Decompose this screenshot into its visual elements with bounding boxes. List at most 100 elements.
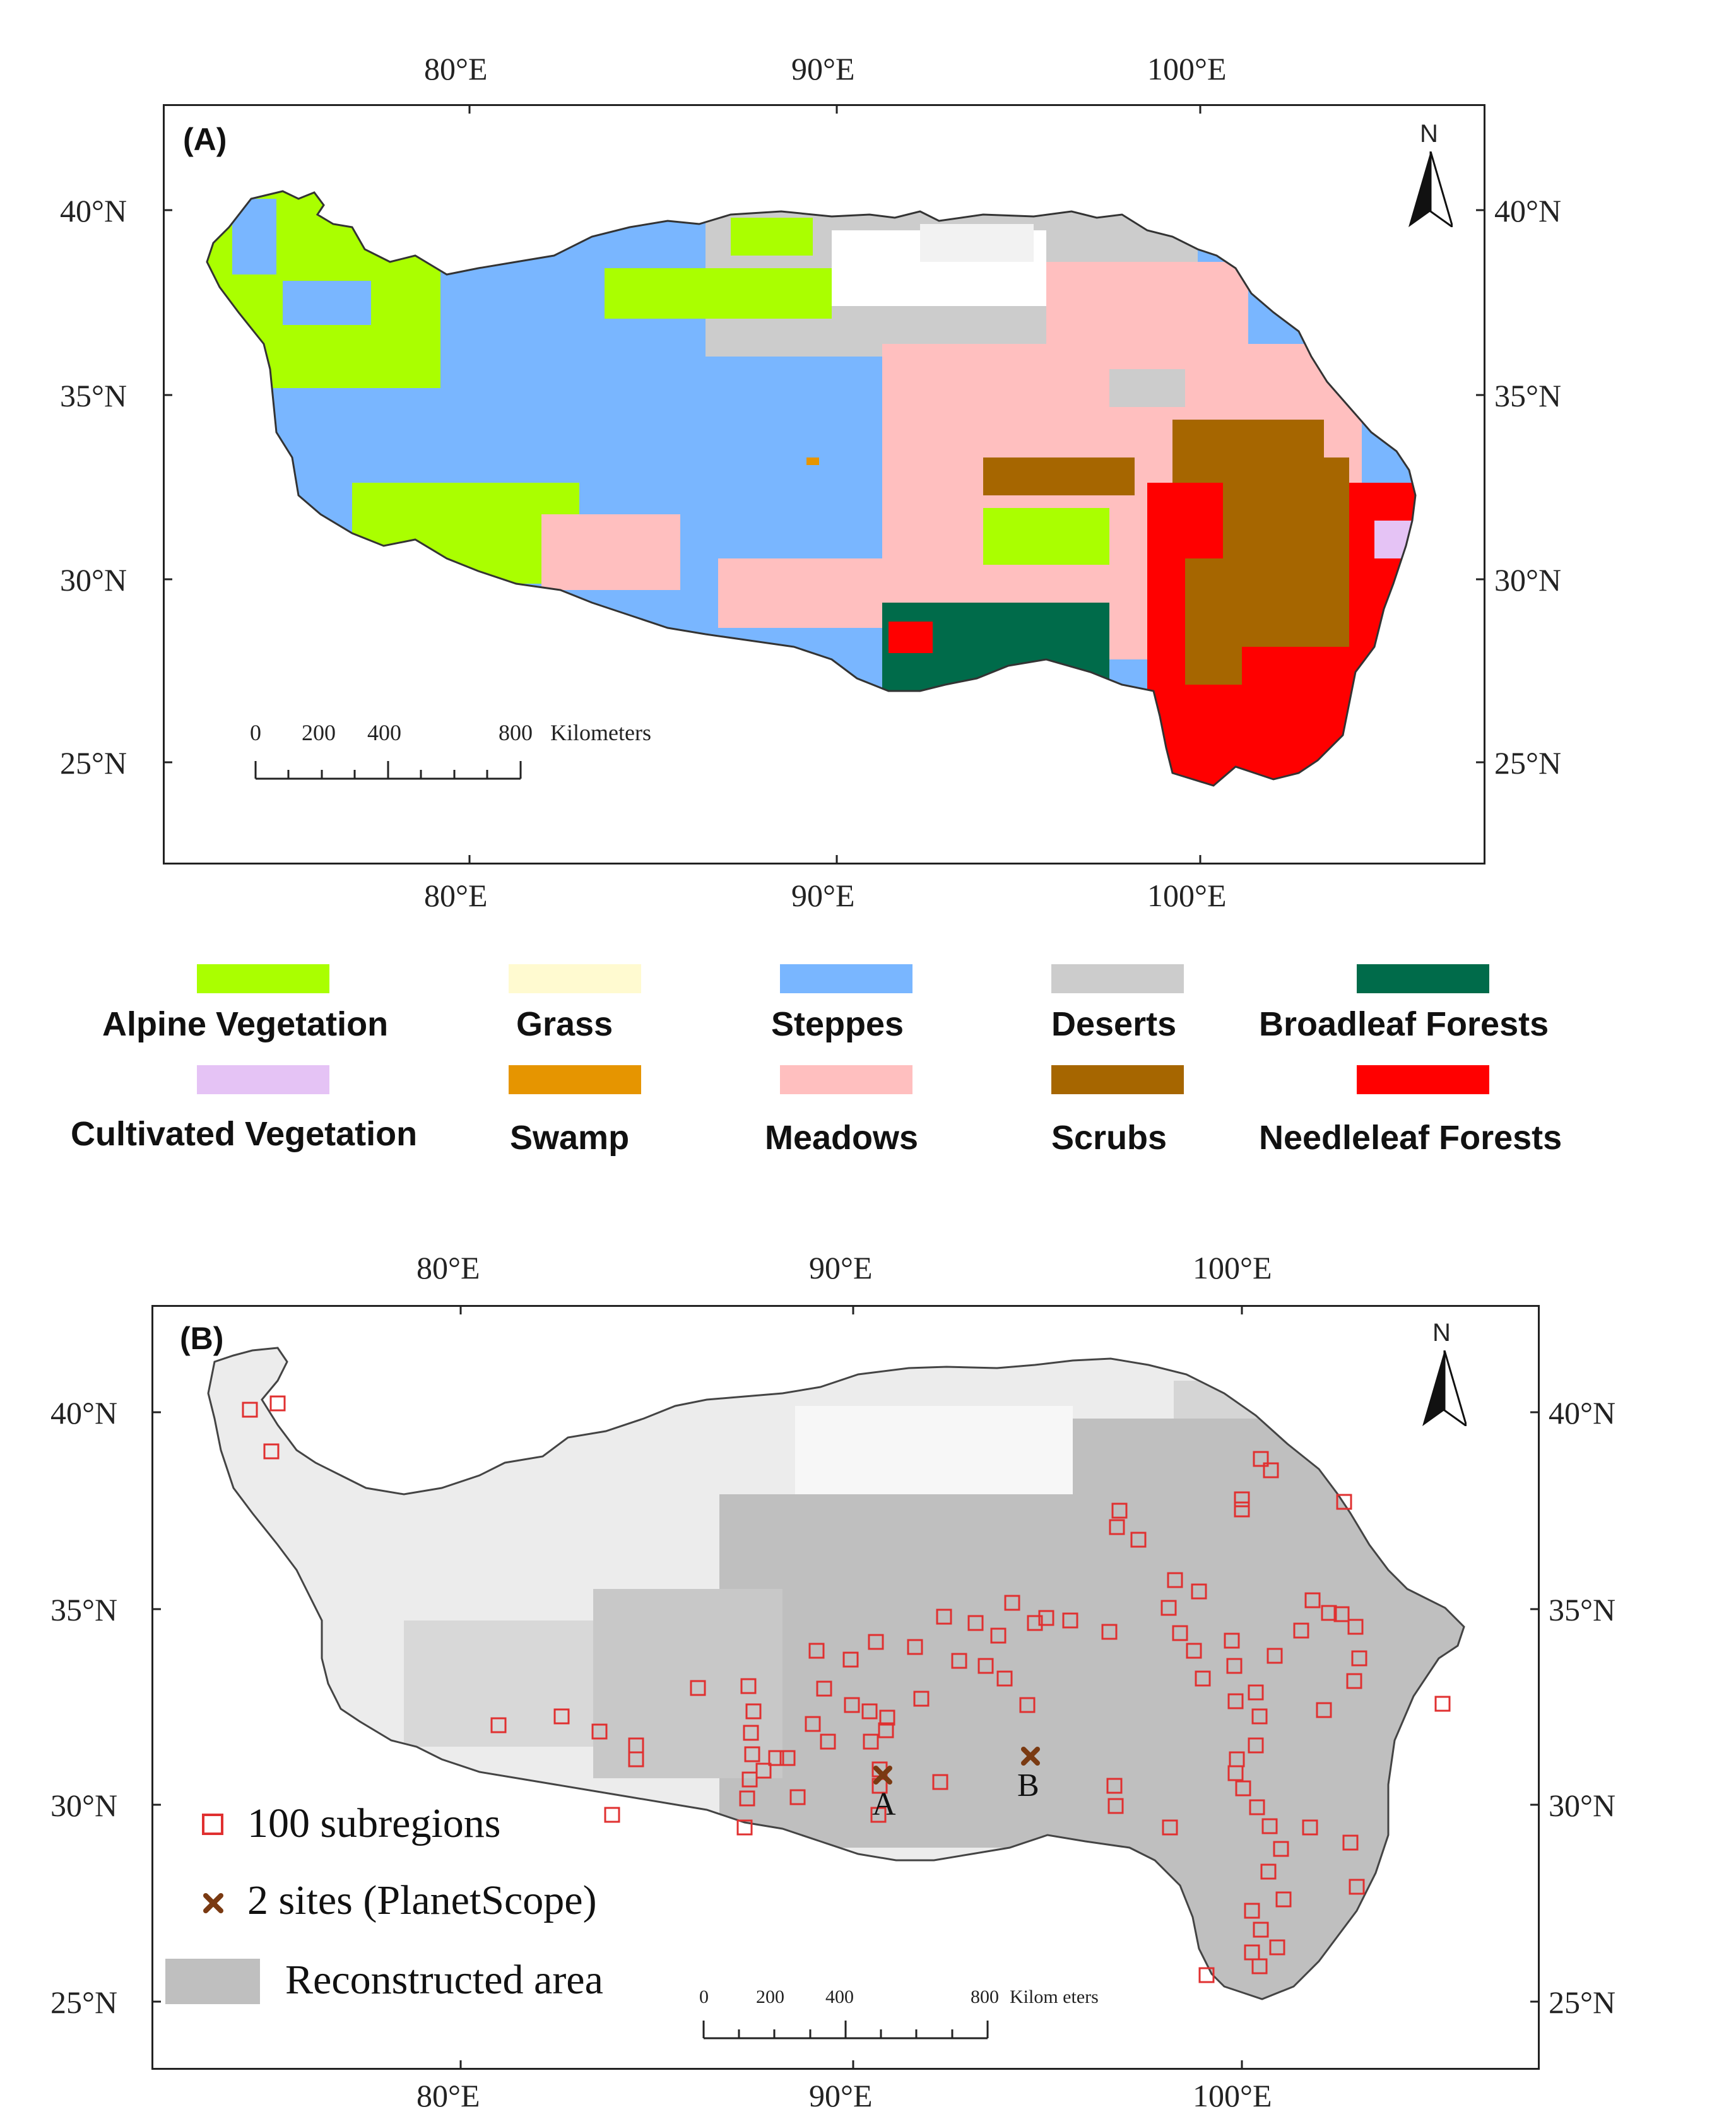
subregion-square (1229, 1751, 1245, 1768)
scale-b-400: 400 (825, 1986, 854, 2007)
subregion-square (996, 1670, 1013, 1687)
left-tick-25n: 25°N (60, 745, 127, 781)
subregion-square (628, 1751, 644, 1768)
subregion-square (932, 1774, 948, 1790)
scale-b-800: 800 (971, 1986, 999, 2007)
subregion-square (1261, 1818, 1278, 1834)
subregion-square (936, 1608, 952, 1625)
site-b-marker (1021, 1747, 1040, 1766)
subregion-square (868, 1634, 884, 1650)
scale-bar-b (702, 2021, 989, 2039)
subregion-square (1253, 1921, 1269, 1938)
b-bottom-tick-90e: 90°E (809, 2078, 873, 2113)
subregion-square (861, 1703, 878, 1720)
right-tick-30n: 30°N (1494, 562, 1562, 598)
subregion-square (745, 1703, 762, 1720)
bottom-tick-80e: 80°E (424, 878, 488, 913)
subregion-square (1249, 1799, 1265, 1815)
subregion-square (1019, 1697, 1036, 1713)
b-bottom-tick-80e: 80°E (416, 2078, 480, 2113)
subregion-square (1227, 1765, 1244, 1781)
subregion-square (816, 1680, 832, 1697)
subregion-square (755, 1762, 772, 1779)
subregion-square (1260, 1863, 1277, 1880)
subregion-square (768, 1750, 784, 1766)
subregion-square (1321, 1605, 1337, 1621)
subregion-square (1107, 1798, 1124, 1814)
swatch-cultivated-vegetation (197, 1065, 329, 1094)
scale-b-unit: Kilom eters (1010, 1986, 1099, 2007)
b-right-tick-35n: 35°N (1549, 1592, 1616, 1627)
scale-a-400: 400 (367, 720, 401, 745)
subregion-square (907, 1639, 923, 1655)
left-tick-30n: 30°N (60, 562, 127, 598)
subregion-square (1109, 1519, 1125, 1535)
subregion-square (744, 1746, 760, 1762)
left-tick-35n: 35°N (60, 378, 127, 413)
subregion-square (878, 1722, 894, 1738)
subregion-square (1130, 1532, 1147, 1548)
scale-bar-a (254, 761, 522, 780)
subregion-square (1101, 1624, 1118, 1640)
subregion-square (1186, 1643, 1202, 1659)
site-a-label: A (872, 1786, 896, 1822)
scale-b-200: 200 (756, 1986, 784, 2007)
subregion-square (1234, 1491, 1250, 1508)
subregion-square (990, 1627, 1007, 1644)
subregion-square (789, 1789, 806, 1805)
panel-b-label: (B) (180, 1321, 224, 1356)
subregion-square (263, 1443, 280, 1460)
swatch-swamp (509, 1065, 641, 1094)
subregion-square (1248, 1737, 1264, 1754)
legend-swamp: Swamp (510, 1119, 630, 1157)
subregion-square (1160, 1600, 1177, 1616)
b-top-tick-100e: 100°E (1193, 1250, 1272, 1285)
subregion-square (1251, 1708, 1268, 1725)
subregion-square (1346, 1673, 1362, 1689)
subregion-square (740, 1678, 757, 1694)
subregion-square (1304, 1592, 1321, 1608)
swatch-grass (509, 964, 641, 993)
subregion-square (604, 1807, 620, 1823)
scale-b-0: 0 (699, 1986, 709, 2007)
subregion-square (779, 1750, 796, 1766)
site-b-label: B (1017, 1768, 1039, 1803)
area-legend-swatch (165, 1959, 260, 2004)
legend-broadleaf-forests: Broadleaf Forests (1259, 1005, 1549, 1043)
scale-a-800: 800 (499, 720, 533, 745)
legend-deserts: Deserts (1051, 1005, 1177, 1043)
subregion-square (1227, 1693, 1244, 1709)
panel-a-label: (A) (183, 122, 227, 157)
subregion-square (1269, 1939, 1285, 1956)
legend-scrubs: Scrubs (1051, 1119, 1167, 1157)
subregion-square (1111, 1502, 1128, 1519)
subregion-square (1195, 1670, 1211, 1687)
north-label-b: N (1432, 1319, 1451, 1347)
legend-sites: 2 sites (PlanetScope) (247, 1877, 597, 1923)
legend-subregions: 100 subregions (247, 1800, 501, 1846)
legend-steppes: Steppes (771, 1005, 904, 1043)
panel-b-tick-marks (151, 1305, 1540, 2070)
subregion-square (1267, 1648, 1283, 1664)
swatch-scrubs (1051, 1065, 1184, 1094)
subregion-square (591, 1723, 608, 1740)
b-left-tick-25n: 25°N (50, 1985, 118, 2020)
b-top-tick-80e: 80°E (416, 1250, 480, 1285)
subregion-square (977, 1658, 994, 1674)
panel-a-tick-marks (163, 104, 1485, 865)
subregion-square (736, 1819, 753, 1836)
subregion-square (739, 1790, 755, 1807)
b-bottom-tick-100e: 100°E (1193, 2078, 1272, 2113)
top-tick-100e: 100°E (1147, 51, 1227, 86)
subregion-square (1316, 1702, 1332, 1718)
subregion-square (628, 1737, 644, 1754)
subregion-square (1038, 1610, 1054, 1626)
swatch-steppes (780, 964, 912, 993)
subregion-square (870, 1807, 887, 1823)
legend-grass: Grass (516, 1005, 613, 1043)
north-label-a: N (1420, 120, 1438, 148)
subregion-square (490, 1717, 507, 1733)
subregion-square (1275, 1891, 1292, 1908)
subregion-square (1273, 1841, 1289, 1857)
